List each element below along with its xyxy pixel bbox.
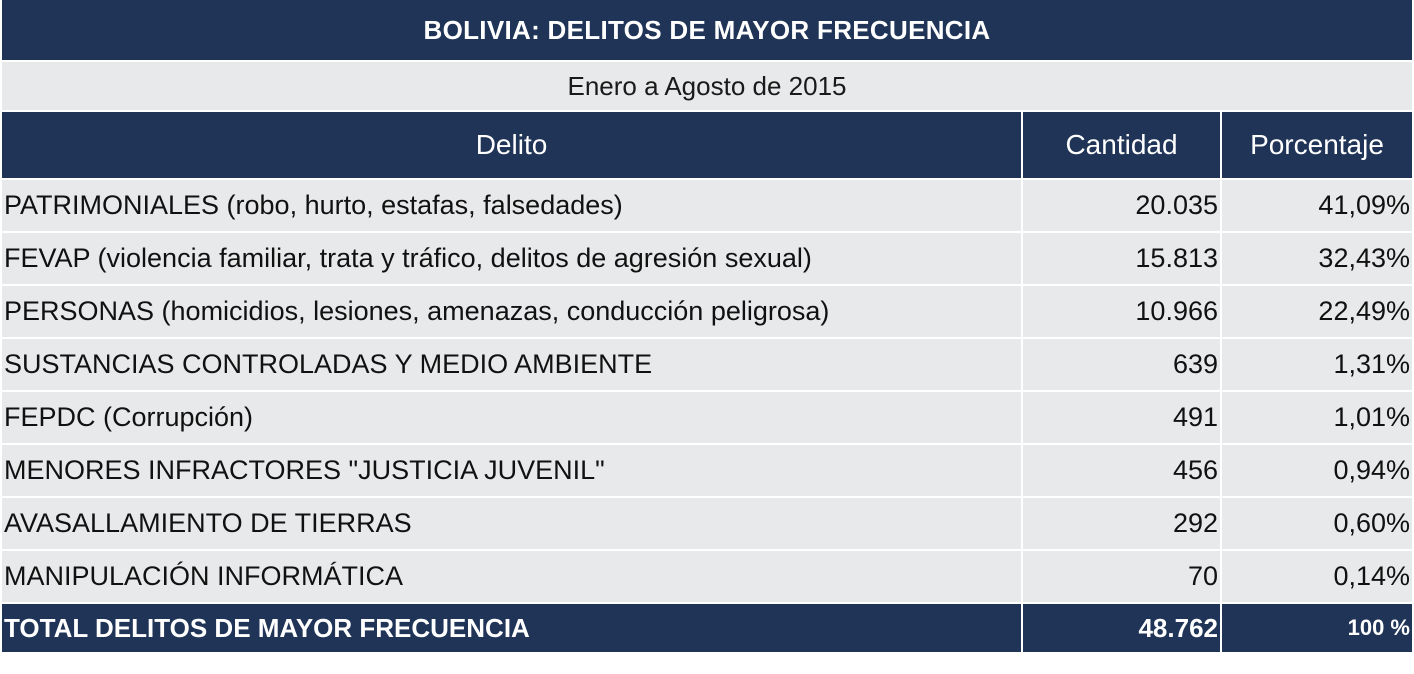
delito-cell: AVASALLAMIENTO DE TIERRAS — [2, 496, 1022, 550]
delito-cell: SUSTANCIAS CONTROLADAS Y MEDIO AMBIENTE — [2, 337, 1022, 391]
crime-table-container: BOLIVIA: DELITOS DE MAYOR FRECUENCIA Ene… — [2, 0, 1412, 652]
porcentaje-cell: 1,31% — [1220, 337, 1412, 391]
crime-table: Delito Cantidad Porcentaje PATRIMONIALES… — [2, 112, 1412, 652]
table-row: MENORES INFRACTORES "JUSTICIA JUVENIL" 45… — [2, 443, 1412, 497]
table-body: PATRIMONIALES (robo, hurto, estafas, fal… — [2, 178, 1412, 652]
table-title: BOLIVIA: DELITOS DE MAYOR FRECUENCIA — [2, 0, 1412, 62]
table-row: FEPDC (Corrupción) 491 1,01% — [2, 390, 1412, 444]
table-row: PERSONAS (homicidios, lesiones, amenazas… — [2, 284, 1412, 338]
delito-cell: PERSONAS (homicidios, lesiones, amenazas… — [2, 284, 1022, 338]
table-row: SUSTANCIAS CONTROLADAS Y MEDIO AMBIENTE 6… — [2, 337, 1412, 391]
cantidad-cell: 639 — [1021, 337, 1221, 391]
porcentaje-cell: 0,14% — [1220, 549, 1412, 603]
table-row: MANIPULACIÓN INFORMÁTICA 70 0,14% — [2, 549, 1412, 603]
table-row: FEVAP (violencia familiar, trata y tráfi… — [2, 231, 1412, 285]
column-header-delito: Delito — [2, 112, 1022, 179]
header-row: Delito Cantidad Porcentaje — [2, 112, 1412, 179]
delito-cell: MANIPULACIÓN INFORMÁTICA — [2, 549, 1022, 603]
cantidad-cell: 10.966 — [1021, 284, 1221, 338]
cantidad-cell: 456 — [1021, 443, 1221, 497]
cantidad-cell: 20.035 — [1021, 178, 1221, 232]
porcentaje-cell: 0,60% — [1220, 496, 1412, 550]
porcentaje-cell: 22,49% — [1220, 284, 1412, 338]
porcentaje-cell: 0,94% — [1220, 443, 1412, 497]
total-cantidad-cell: 48.762 — [1021, 602, 1221, 652]
cantidad-cell: 70 — [1021, 549, 1221, 603]
porcentaje-cell: 1,01% — [1220, 390, 1412, 444]
delito-cell: MENORES INFRACTORES "JUSTICIA JUVENIL" — [2, 443, 1022, 497]
delito-cell: FEPDC (Corrupción) — [2, 390, 1022, 444]
table-row: PATRIMONIALES (robo, hurto, estafas, fal… — [2, 178, 1412, 232]
cantidad-cell: 292 — [1021, 496, 1221, 550]
delito-cell: PATRIMONIALES (robo, hurto, estafas, fal… — [2, 178, 1022, 232]
delito-cell: FEVAP (violencia familiar, trata y tráfi… — [2, 231, 1022, 285]
table-subtitle: Enero a Agosto de 2015 — [2, 62, 1412, 112]
total-porcentaje-cell: 100 % — [1220, 602, 1412, 652]
porcentaje-cell: 41,09% — [1220, 178, 1412, 232]
table-row: AVASALLAMIENTO DE TIERRAS 292 0,60% — [2, 496, 1412, 550]
column-header-cantidad: Cantidad — [1021, 112, 1221, 179]
cantidad-cell: 15.813 — [1021, 231, 1221, 285]
total-label-cell: TOTAL DELITOS DE MAYOR FRECUENCIA — [2, 602, 1022, 652]
porcentaje-cell: 32,43% — [1220, 231, 1412, 285]
column-header-porcentaje: Porcentaje — [1220, 112, 1412, 179]
cantidad-cell: 491 — [1021, 390, 1221, 444]
total-row: TOTAL DELITOS DE MAYOR FRECUENCIA 48.762 1… — [2, 602, 1412, 652]
